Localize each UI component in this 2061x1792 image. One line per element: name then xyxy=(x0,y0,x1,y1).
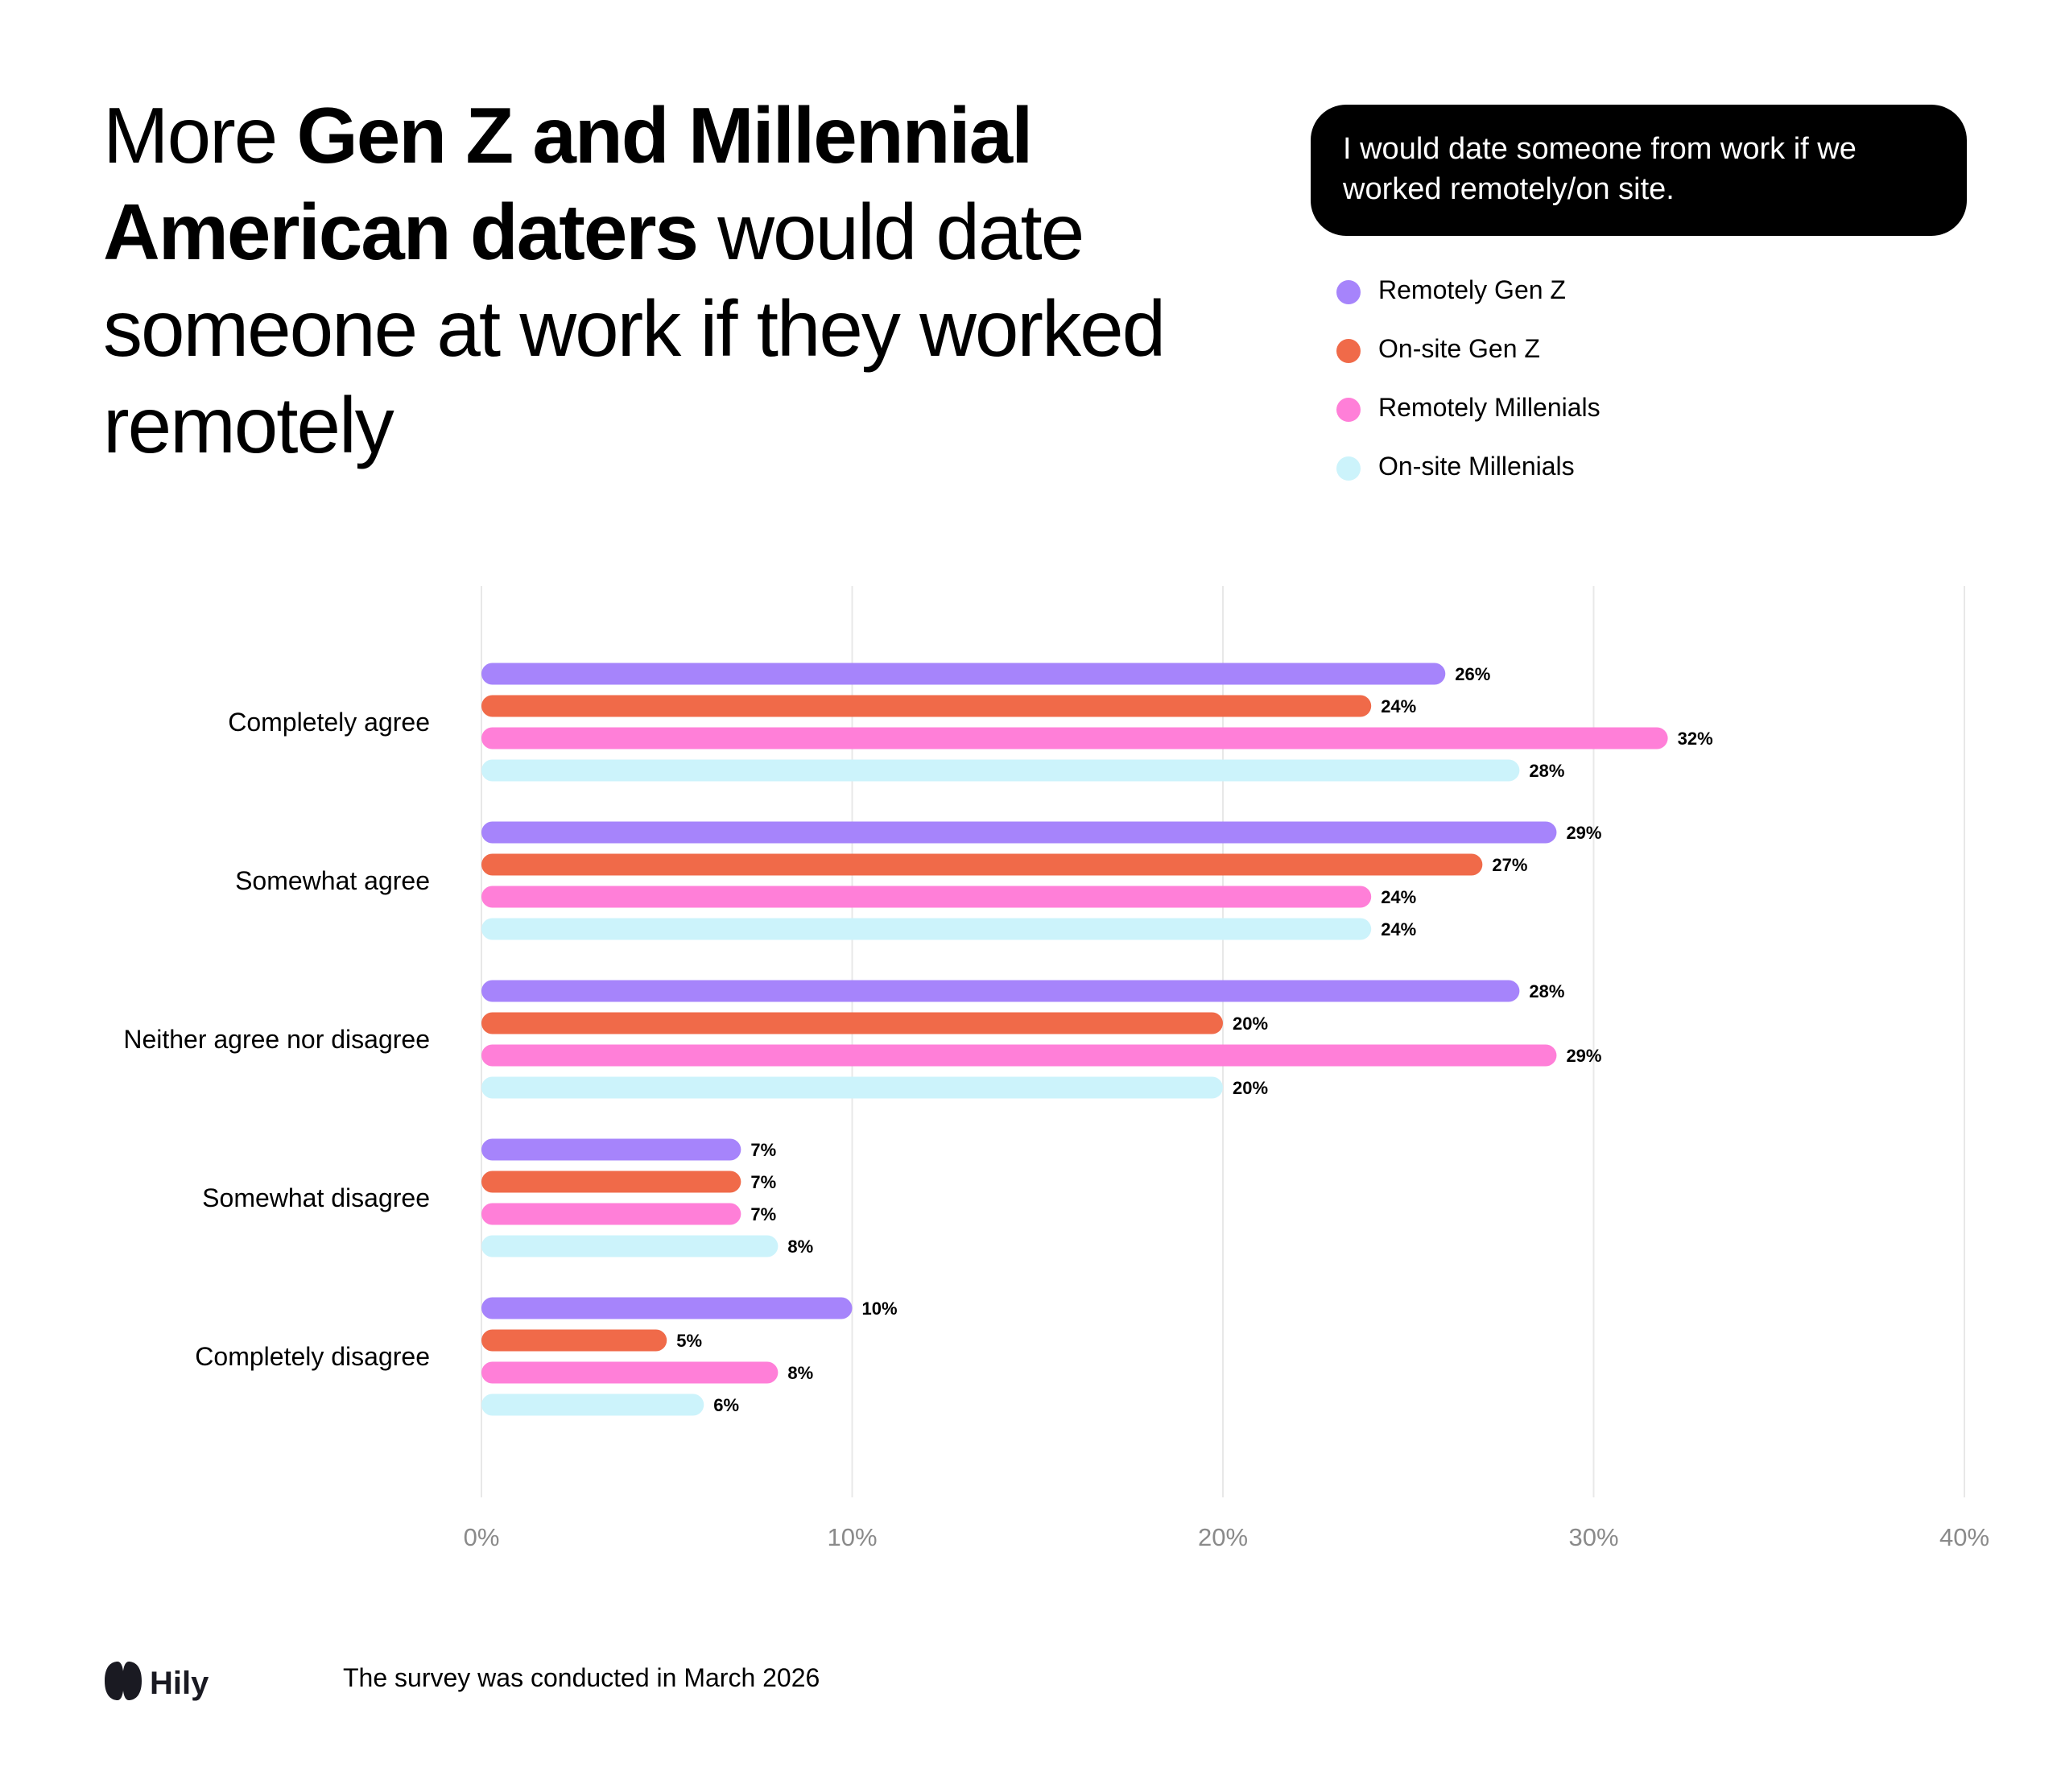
value-label: 7% xyxy=(750,1172,776,1192)
bar xyxy=(481,727,1668,749)
bar-chart: 0% 10% 20% 30% 40% Completely agree 26% 24% 32% 2… xyxy=(123,586,1989,1551)
category-label: Completely agree xyxy=(228,708,430,737)
title-bold: Gen Z and Millennial American daters xyxy=(103,91,1033,276)
bar xyxy=(481,821,1557,844)
bar xyxy=(481,980,1520,1002)
legend-dot-remotely-millenials xyxy=(1336,398,1361,422)
value-label: 29% xyxy=(1566,1046,1601,1066)
value-label: 24% xyxy=(1381,919,1416,939)
value-label: 5% xyxy=(676,1331,702,1351)
bar xyxy=(481,886,1372,908)
category-label: Somewhat agree xyxy=(235,866,430,895)
legend-dot-on-site-millenials xyxy=(1336,456,1361,481)
value-label: 20% xyxy=(1233,1078,1268,1098)
survey-note: The survey was conducted in March 2026 xyxy=(343,1663,820,1692)
bar xyxy=(481,1171,741,1193)
value-label: 28% xyxy=(1529,761,1564,781)
value-label: 24% xyxy=(1381,887,1416,907)
value-label: 8% xyxy=(787,1363,813,1383)
chart-title: More Gen Z and Millennial American dater… xyxy=(103,87,1295,473)
bar xyxy=(481,695,1372,717)
bar xyxy=(481,1044,1557,1067)
bar xyxy=(481,1235,779,1257)
question-text: I would date someone from work if we wor… xyxy=(1343,132,1857,206)
value-label: 28% xyxy=(1529,981,1564,1001)
legend-label: On-site Millenials xyxy=(1378,452,1575,481)
value-label: 32% xyxy=(1678,729,1713,749)
x-tick-label: 30% xyxy=(1568,1523,1618,1551)
legend-label: On-site Gen Z xyxy=(1378,334,1540,363)
value-label: 20% xyxy=(1233,1014,1268,1034)
bar xyxy=(481,1203,741,1225)
legend-dot-remotely-gen-z xyxy=(1336,280,1361,304)
bar xyxy=(481,1361,779,1384)
bar xyxy=(481,918,1372,940)
value-label: 26% xyxy=(1455,664,1490,684)
category-label: Completely disagree xyxy=(195,1342,430,1371)
hily-logo-wordmark: Hily xyxy=(150,1666,209,1701)
hily-logo-mark xyxy=(105,1662,142,1700)
bar xyxy=(481,1297,853,1319)
value-label: 7% xyxy=(750,1204,776,1224)
category-label: Neither agree nor disagree xyxy=(123,1025,430,1054)
value-label: 7% xyxy=(750,1140,776,1160)
x-tick-label: 40% xyxy=(1939,1523,1989,1551)
value-label: 27% xyxy=(1492,855,1527,875)
bar xyxy=(481,759,1520,782)
legend-label: Remotely Millenials xyxy=(1378,393,1600,422)
bar xyxy=(481,1329,667,1352)
hily-logo: Hily xyxy=(105,1662,209,1701)
bar xyxy=(481,1076,1223,1099)
legend-dot-on-site-gen-z xyxy=(1336,339,1361,363)
value-label: 6% xyxy=(713,1395,739,1415)
value-label: 24% xyxy=(1381,696,1416,716)
value-label: 29% xyxy=(1566,823,1601,843)
value-label: 10% xyxy=(862,1299,898,1319)
bar xyxy=(481,1138,741,1161)
category-label: Somewhat disagree xyxy=(202,1183,430,1212)
bar xyxy=(481,663,1446,685)
value-label: 8% xyxy=(787,1237,813,1257)
legend-label: Remotely Gen Z xyxy=(1378,275,1566,304)
bar xyxy=(481,1394,704,1416)
title-part-2: would date someone at work if they worke… xyxy=(103,188,1166,469)
question-box: I would date someone from work if we wor… xyxy=(1311,105,1967,236)
title-part-1: More xyxy=(103,91,297,180)
x-tick-label: 20% xyxy=(1198,1523,1248,1551)
bar xyxy=(481,1012,1223,1034)
x-tick-label: 10% xyxy=(827,1523,877,1551)
x-tick-label: 0% xyxy=(464,1523,500,1551)
bar xyxy=(481,853,1483,876)
